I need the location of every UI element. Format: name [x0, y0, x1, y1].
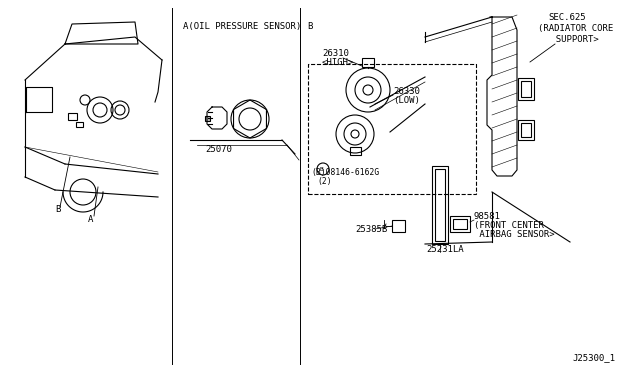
Text: (B)08146-6162G: (B)08146-6162G [311, 168, 380, 177]
Text: B: B [55, 205, 60, 214]
FancyBboxPatch shape [205, 116, 210, 121]
Text: <HIGH>: <HIGH> [322, 58, 355, 67]
Text: A(OIL PRESSURE SENSOR): A(OIL PRESSURE SENSOR) [183, 22, 301, 31]
Text: 25231LA: 25231LA [426, 245, 463, 254]
Text: J25300_1: J25300_1 [572, 353, 615, 362]
Text: SUPPORT>: SUPPORT> [545, 35, 599, 44]
Text: 25385B: 25385B [355, 225, 387, 234]
Text: 98581: 98581 [474, 212, 501, 221]
Text: AIRBAG SENSOR>: AIRBAG SENSOR> [474, 230, 555, 239]
Text: 26310: 26310 [322, 49, 349, 58]
Text: (RADIATOR CORE: (RADIATOR CORE [538, 24, 613, 33]
Text: SEC.625: SEC.625 [548, 13, 586, 22]
Text: 25070: 25070 [205, 145, 232, 154]
Text: (FRONT CENTER: (FRONT CENTER [474, 221, 544, 230]
Text: 26330: 26330 [393, 87, 420, 96]
Text: B: B [319, 167, 323, 171]
Text: (2): (2) [317, 177, 332, 186]
Text: B: B [307, 22, 312, 31]
Text: (LOW): (LOW) [393, 96, 420, 105]
Text: A: A [88, 215, 93, 224]
